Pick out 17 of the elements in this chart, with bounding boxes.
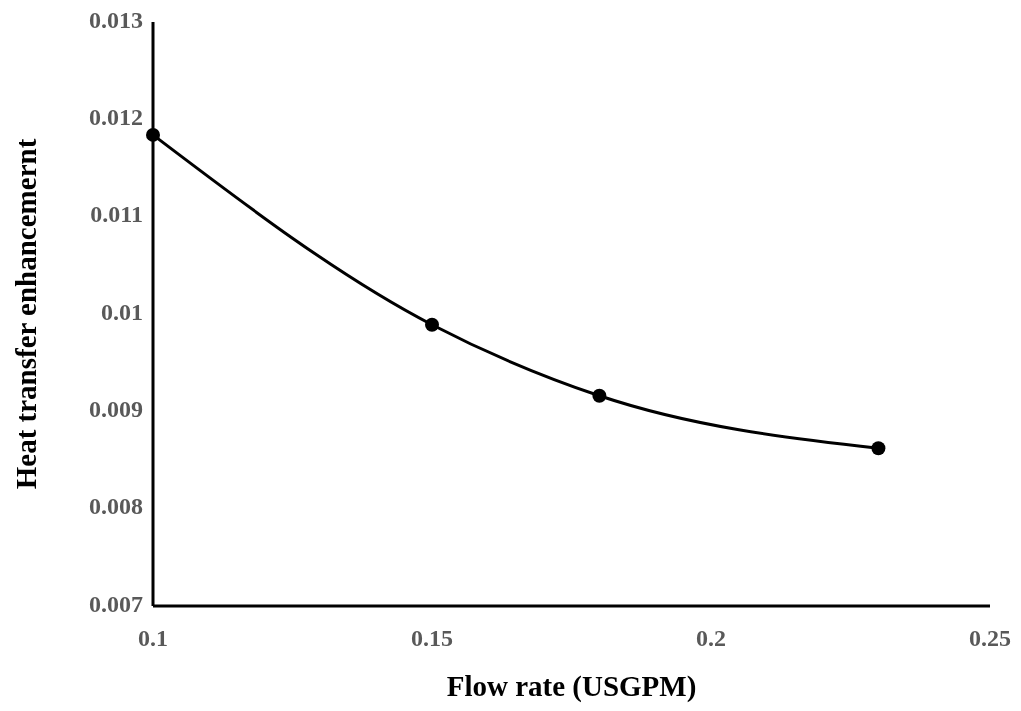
y-tick-label: 0.012 — [89, 103, 143, 130]
y-axis-title: Heat transfer enhancemernt — [10, 138, 42, 490]
point — [592, 388, 607, 403]
point — [871, 441, 886, 456]
x-axis-title: Flow rate (USGPM) — [446, 670, 697, 703]
x-tick-label: 0.2 — [696, 625, 726, 651]
x-tick-label: 0.1 — [138, 625, 168, 651]
y-tick-label: 0.011 — [90, 201, 143, 228]
y-tick-label: 0.013 — [89, 6, 143, 33]
y-tick-label: 0.008 — [89, 493, 143, 520]
point — [146, 127, 160, 142]
y-tick-label: 0.009 — [89, 395, 143, 422]
point — [425, 317, 439, 332]
y-tick-label: 0.01 — [101, 298, 143, 325]
y-tick-label: 0.007 — [89, 590, 143, 617]
x-tick-label: 0.15 — [411, 625, 453, 651]
x-tick-label: 0.25 — [969, 625, 1011, 651]
